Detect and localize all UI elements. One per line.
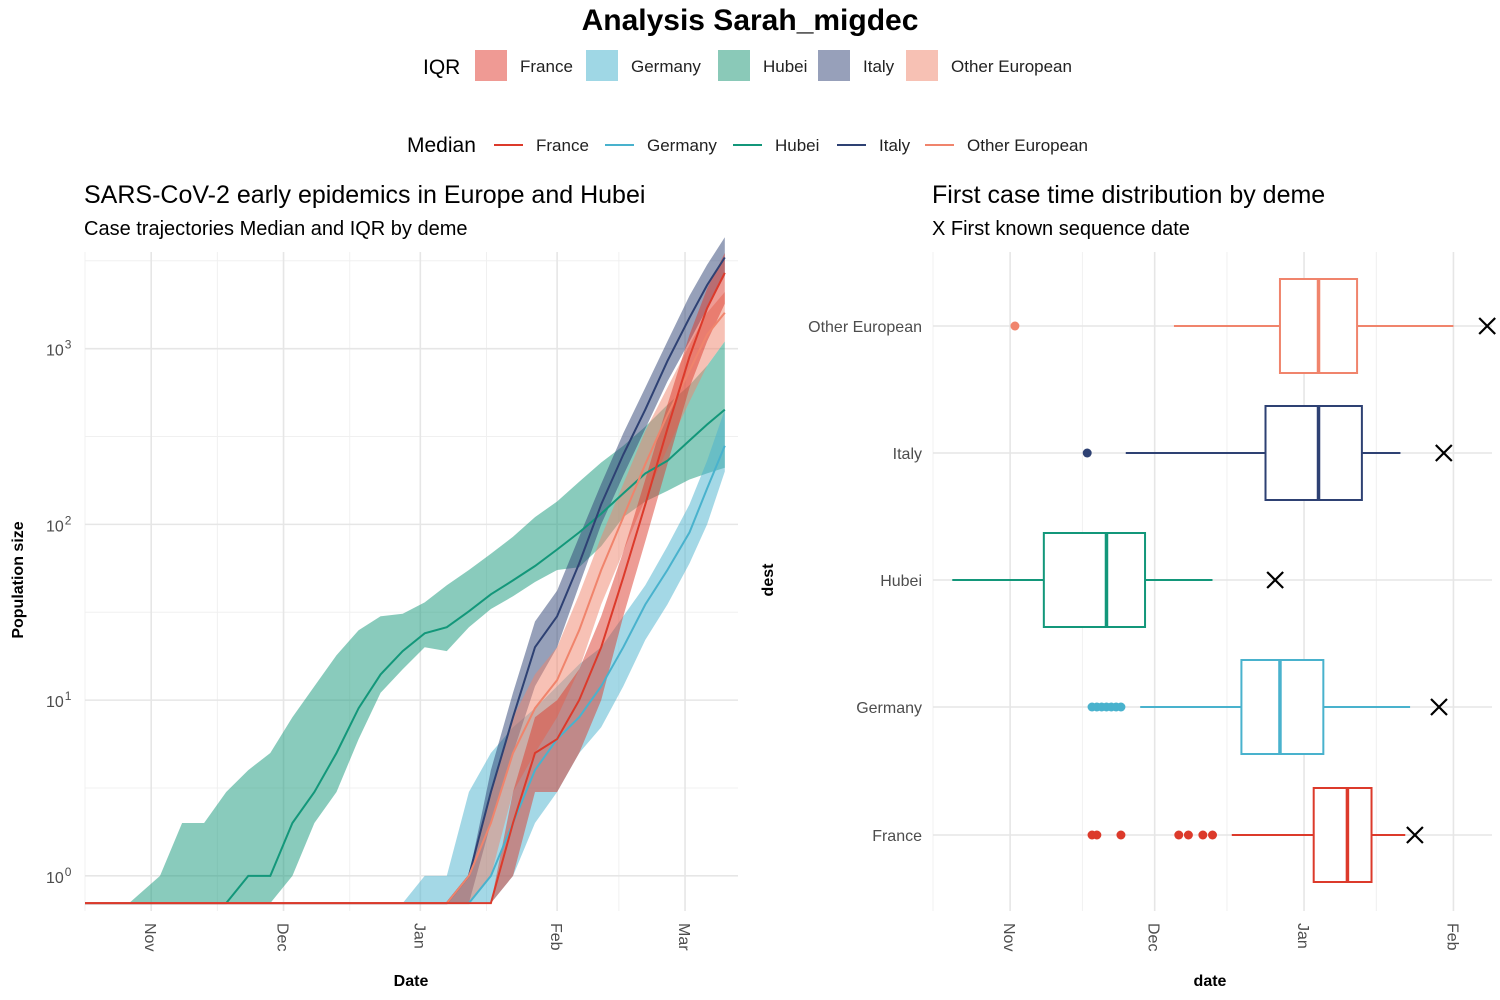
x-tick-label: Jan (1294, 923, 1311, 949)
outlier-point (1116, 702, 1126, 712)
first-sequence-marker (1266, 571, 1284, 589)
median-legend-label: France (536, 136, 589, 155)
iqr-box (1240, 659, 1325, 755)
outlier-point (1208, 830, 1217, 840)
first-case-y-axis-label: dest (760, 563, 777, 597)
y-tick-label: Hubei (880, 573, 922, 590)
iqr-band-hubei (85, 341, 725, 904)
median-legend-item-hubei: Hubei (733, 136, 819, 155)
iqr-legend-label: France (520, 57, 573, 76)
median-legend-label: Other European (967, 136, 1088, 155)
trajectory-gridlines (84, 252, 738, 911)
median-legend-item-germany: Germany (605, 136, 717, 155)
iqr-legend: IQR France Germany Hubei Italy Other Europea… (423, 50, 1072, 81)
outlier-point (1092, 830, 1102, 840)
median-lines (85, 256, 726, 905)
iqr-box (1042, 532, 1147, 628)
outlier-point (1116, 830, 1126, 840)
y-tick-label: Italy (893, 446, 922, 463)
x-tick-label: Dec (274, 923, 291, 951)
boxplot-france (1087, 787, 1424, 883)
iqr-legend-label: Hubei (763, 57, 807, 76)
median-line-other-european (85, 312, 726, 905)
y-tick-label: 103 (46, 338, 72, 360)
first-sequence-marker (1435, 444, 1453, 462)
iqr-legend-swatch (586, 50, 618, 81)
median-line-france (85, 272, 726, 905)
iqr-legend-item-italy: Italy (818, 50, 895, 81)
trajectory-y-axis-label: Population size (10, 521, 27, 638)
first-case-tick-labels: France Germany Hubei Italy Other European Nov… (808, 319, 1460, 951)
iqr-band-france (85, 253, 725, 904)
median-legend-item-other-european: Other European (925, 136, 1088, 155)
figure-title: Analysis Sarah_migdec (582, 4, 919, 37)
iqr-legend-label: Other European (951, 57, 1072, 76)
first-sequence-marker (1406, 826, 1424, 844)
trajectory-subtitle: Case trajectories Median and IQR by deme (84, 218, 468, 240)
iqr-legend-swatch (818, 50, 850, 81)
iqr-legend-label: Italy (863, 57, 895, 76)
iqr-legend-item-germany: Germany (586, 50, 701, 81)
y-tick-label: 102 (46, 513, 72, 535)
outlier-point (1198, 830, 1208, 840)
x-tick-label: Nov (141, 923, 158, 951)
x-tick-label: Jan (410, 923, 427, 949)
iqr-legend-swatch (718, 50, 750, 81)
outlier-point (1174, 830, 1184, 840)
x-tick-label: Nov (1000, 923, 1017, 951)
median-legend-label: Hubei (775, 136, 819, 155)
iqr-legend-title: IQR (423, 56, 460, 79)
y-tick-label: 100 (46, 865, 72, 887)
x-tick-label: Dec (1145, 923, 1162, 951)
x-tick-label: Feb (1443, 923, 1460, 951)
first-case-subtitle: X First known sequence date (932, 218, 1190, 240)
iqr-bands (85, 237, 725, 904)
median-legend-label: Germany (647, 136, 717, 155)
trajectory-title: SARS-CoV-2 early epidemics in Europe and… (84, 181, 645, 209)
boxplot-hubei (952, 532, 1284, 628)
median-legend-title: Median (407, 134, 476, 157)
boxplots (952, 278, 1496, 883)
y-tick-label: France (872, 828, 922, 845)
boxplot-italy (1082, 405, 1453, 501)
boxplot-germany (1087, 659, 1448, 755)
iqr-legend-item-other-european: Other European (906, 50, 1072, 81)
x-tick-label: Feb (547, 923, 564, 951)
iqr-legend-item-hubei: Hubei (718, 50, 807, 81)
trajectory-x-axis-label: Date (394, 973, 429, 990)
outlier-point (1082, 448, 1092, 458)
first-case-title: First case time distribution by deme (932, 181, 1325, 209)
iqr-box (1264, 405, 1363, 501)
first-case-x-axis-label: date (1194, 973, 1227, 990)
median-legend-item-france: France (494, 136, 589, 155)
median-legend-item-italy: Italy (837, 136, 911, 155)
median-legend: Median France Germany Hubei Italy Other Euro… (407, 134, 1088, 157)
y-tick-label: Other European (808, 319, 922, 336)
first-sequence-marker (1430, 698, 1448, 716)
iqr-legend-label: Germany (631, 57, 701, 76)
boxplot-other-european (1010, 278, 1496, 374)
trajectory-panel: SARS-CoV-2 early epidemics in Europe and… (10, 181, 738, 990)
iqr-band-other-european (85, 292, 725, 904)
first-sequence-marker (1478, 317, 1496, 335)
iqr-box (1312, 787, 1373, 883)
x-tick-label: Mar (675, 923, 692, 951)
median-legend-label: Italy (879, 136, 911, 155)
y-tick-label: Germany (856, 700, 922, 717)
iqr-legend-swatch (475, 50, 507, 81)
iqr-legend-item-france: France (475, 50, 573, 81)
first-case-panel: First case time distribution by deme X F… (760, 181, 1496, 990)
iqr-legend-swatch (906, 50, 938, 81)
y-tick-label: 101 (46, 689, 72, 711)
outlier-point (1010, 321, 1020, 331)
outlier-point (1183, 830, 1193, 840)
first-case-gridlines (932, 252, 1492, 911)
